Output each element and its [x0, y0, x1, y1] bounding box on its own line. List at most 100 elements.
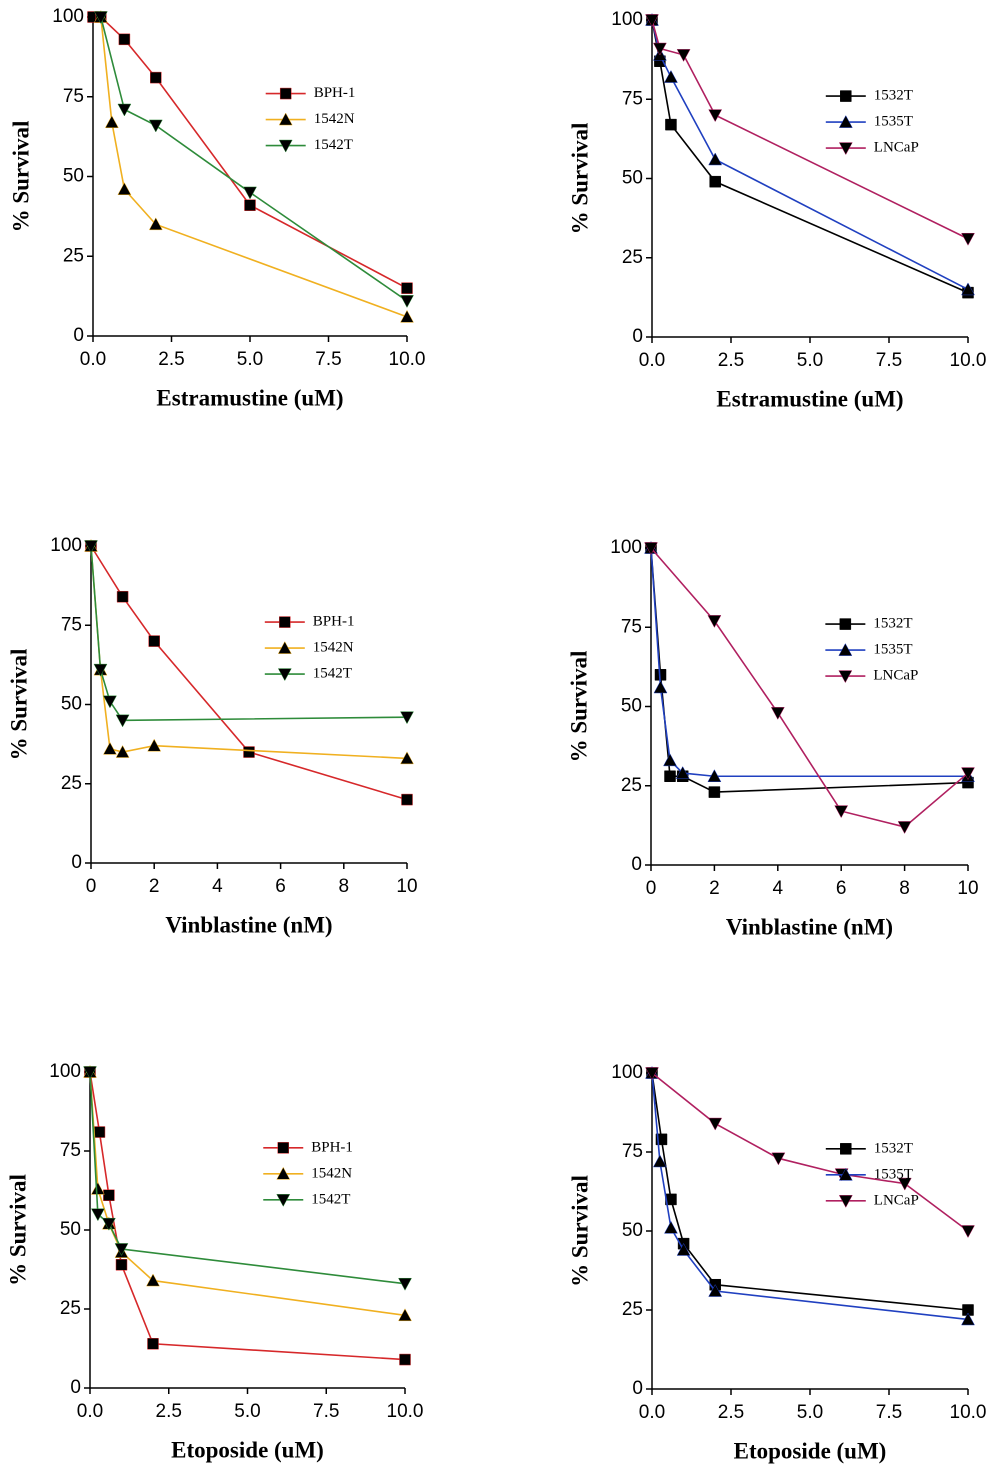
y-tick-label: 100: [50, 535, 82, 556]
series-line: [651, 1072, 969, 1232]
data-point: [93, 1126, 106, 1138]
data-point: [897, 1177, 912, 1191]
legend-label: LNCaP: [874, 140, 919, 156]
data-point: [117, 103, 132, 117]
y-tick-label: 50: [621, 696, 642, 717]
data-point: [103, 741, 117, 755]
data-point: [400, 711, 414, 725]
y-tick-label: 25: [622, 247, 643, 268]
data-point: [148, 217, 163, 231]
series-line: [650, 547, 968, 778]
data-point: [401, 793, 413, 806]
legend-marker: [838, 1167, 853, 1181]
x-tick-label: 10: [396, 876, 417, 897]
data-point: [708, 1284, 723, 1297]
data-point: [118, 33, 131, 46]
series-line: [100, 16, 408, 302]
legend-label: 1542N: [313, 640, 354, 656]
x-tick-label: 7.5: [313, 1401, 339, 1422]
data-point: [103, 695, 117, 709]
data-point: [148, 635, 160, 647]
x-tick-label: 7.5: [876, 350, 902, 371]
x-tick-label: 5.0: [797, 350, 823, 371]
data-point: [146, 1273, 160, 1287]
legend-marker: [840, 90, 852, 102]
y-tick-label: 50: [63, 166, 84, 187]
data-point: [400, 751, 414, 765]
x-tick-label: 2.5: [158, 349, 184, 370]
x-tick-label: 7.5: [876, 1402, 902, 1423]
data-point: [962, 1304, 974, 1316]
y-tick-label: 25: [621, 775, 642, 796]
data-point: [243, 186, 257, 200]
y-tick-label: 75: [63, 86, 84, 107]
legend-label: 1532T: [874, 88, 913, 104]
x-tick-label: 10: [957, 878, 978, 899]
y-tick-label: 100: [611, 9, 643, 30]
legend-label: 1532T: [873, 616, 912, 632]
x-tick-label: 0.0: [639, 1402, 665, 1423]
x-tick-label: 10.0: [950, 1402, 987, 1423]
y-axis-label: % Survival: [5, 1174, 30, 1286]
data-point: [708, 786, 721, 798]
x-tick-label: 0: [646, 878, 657, 899]
x-axis-label: Vinblastine (nM): [726, 914, 893, 939]
y-tick-label: 100: [610, 537, 642, 558]
x-tick-label: 5.0: [797, 1402, 823, 1423]
series-line: [90, 545, 408, 722]
legend-marker: [838, 115, 853, 128]
x-tick-label: 2: [709, 878, 720, 899]
data-point: [398, 1308, 412, 1322]
data-point: [961, 232, 975, 246]
data-point: [709, 175, 721, 188]
x-tick-label: 4: [773, 878, 784, 899]
series-line: [651, 1072, 969, 1311]
y-tick-label: 0: [71, 852, 82, 873]
data-point: [83, 1066, 97, 1080]
legend-marker: [277, 641, 292, 654]
legend-marker: [276, 1194, 291, 1207]
data-point: [654, 669, 667, 681]
data-point: [644, 542, 658, 556]
y-tick-label: 25: [60, 1298, 81, 1319]
y-tick-label: 0: [632, 1378, 643, 1399]
data-point: [104, 115, 119, 129]
x-tick-label: 7.5: [315, 349, 341, 370]
data-point: [103, 1189, 115, 1201]
y-axis-label: % Survival: [8, 121, 33, 233]
x-tick-label: 10.0: [389, 349, 426, 370]
series-line: [89, 1071, 406, 1285]
legend-label: 1535T: [874, 1166, 913, 1182]
data-point: [115, 1259, 128, 1271]
data-point: [645, 14, 659, 28]
y-tick-label: 0: [73, 325, 84, 346]
data-point: [147, 1338, 159, 1350]
data-point: [645, 1067, 659, 1081]
data-point: [961, 1312, 975, 1326]
x-tick-label: 6: [275, 876, 286, 897]
x-axis-label: Etoposide (uM): [171, 1437, 324, 1462]
legend-label: 1532T: [874, 1140, 913, 1156]
data-point: [116, 590, 129, 603]
data-point: [707, 769, 722, 782]
data-point: [401, 282, 413, 294]
x-axis-label: Estramustine (uM): [716, 386, 903, 411]
data-point: [400, 295, 414, 308]
legend-marker: [279, 87, 292, 100]
legend-label: BPH-1: [313, 614, 355, 630]
data-point: [676, 49, 691, 62]
x-tick-label: 10.0: [387, 1401, 424, 1422]
data-point: [961, 1225, 975, 1239]
series-line: [93, 16, 408, 289]
data-point: [665, 118, 677, 131]
legend-label: 1535T: [874, 114, 913, 130]
y-tick-label: 75: [60, 1140, 81, 1161]
x-tick-label: 5.0: [234, 1401, 260, 1422]
y-tick-label: 50: [60, 1219, 81, 1240]
data-point: [652, 1154, 667, 1168]
legend-label: 1542T: [311, 1191, 350, 1207]
legend-label: BPH-1: [314, 85, 356, 101]
legend-label: 1542T: [313, 666, 352, 682]
y-axis-label: % Survival: [567, 123, 592, 235]
